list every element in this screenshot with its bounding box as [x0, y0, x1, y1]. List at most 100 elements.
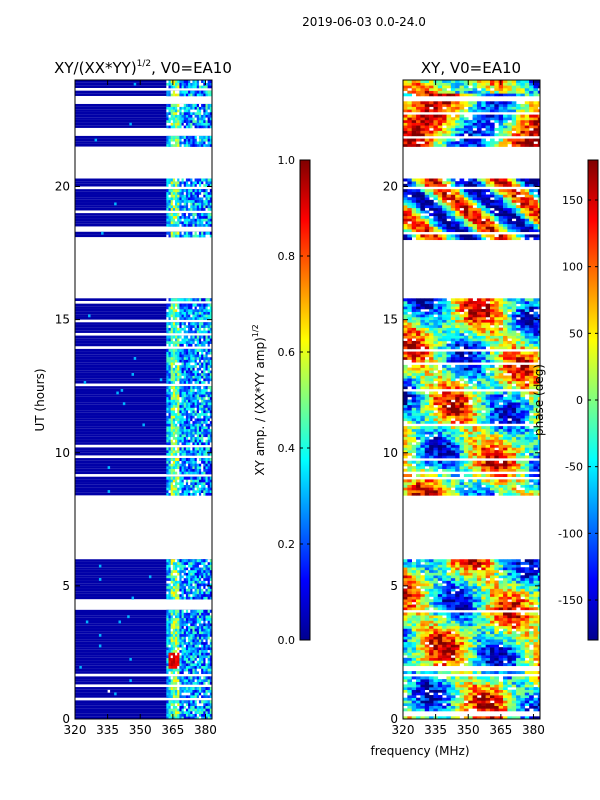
amplitude-cell: [177, 404, 180, 408]
amplitude-cell: [172, 615, 176, 619]
amplitude-cell: [177, 577, 180, 581]
amplitude-cell: [198, 354, 202, 358]
amplitude-cell: [205, 577, 208, 581]
phase-cell: [524, 625, 530, 629]
amplitude-cell: [172, 431, 176, 435]
amplitude-cell: [194, 306, 198, 310]
amplitude-cell: [192, 420, 195, 424]
amplitude-row: [75, 213, 212, 216]
phase-cell: [420, 695, 426, 698]
phase-cell: [529, 591, 534, 595]
amplitude-cell: [168, 194, 171, 198]
phase-cell: [420, 639, 426, 643]
amplitude-cell: [168, 135, 171, 139]
amplitude-cell: [175, 391, 178, 395]
phase-cell: [481, 617, 486, 621]
phase-cell: [511, 633, 517, 637]
amplitude-cell: [192, 404, 195, 408]
amplitude-cell: [203, 106, 206, 110]
amplitude-cell: [181, 354, 185, 358]
phase-cell: [442, 585, 447, 589]
amplitude-cell: [175, 593, 178, 597]
amplitude-cell: [192, 348, 195, 352]
phase-cell: [524, 593, 530, 597]
amplitude-cell: [166, 388, 169, 392]
amplitude-cell: [207, 223, 211, 227]
amplitude-cell: [188, 223, 191, 227]
phase-cell: [403, 596, 408, 600]
amplitude-cell: [179, 711, 182, 714]
amplitude-cell: [181, 561, 185, 565]
phase-cell: [446, 585, 452, 589]
amplitude-cell: [188, 615, 191, 619]
amplitude-cell: [185, 218, 189, 222]
amplitude-cell: [172, 303, 176, 307]
phase-cell: [507, 639, 513, 643]
amplitude-cell: [194, 311, 198, 315]
amplitude-cell: [196, 407, 200, 411]
amplitude-cell: [196, 394, 200, 398]
amplitude-cell: [196, 628, 200, 632]
amplitude-cell: [205, 487, 208, 491]
amplitude-cell: [198, 362, 202, 366]
amplitude-cell: [183, 380, 187, 384]
amplitude-cell: [190, 117, 193, 121]
amplitude-cell: [168, 213, 171, 217]
amplitude-cell: [175, 85, 178, 89]
amplitude-cell: [168, 375, 171, 379]
phase-cell: [485, 593, 491, 597]
amplitude-row: [75, 625, 212, 629]
amplitude-cell: [207, 386, 211, 390]
amplitude-cell: [201, 711, 204, 714]
amplitude-cell: [172, 114, 176, 118]
phase-cell: [463, 596, 469, 600]
amplitude-cell: [190, 311, 193, 315]
amplitude-cell: [207, 436, 211, 440]
amplitude-cell: [194, 354, 198, 358]
amplitude-cell: [185, 114, 189, 118]
amplitude-cell: [188, 372, 191, 376]
amplitude-cell: [172, 340, 176, 344]
phase-cell: [463, 572, 469, 576]
amplitude-cell: [194, 436, 198, 440]
phase-cell: [503, 577, 508, 581]
amplitude-cell: [196, 716, 200, 719]
amplitude-cell: [198, 615, 202, 619]
amplitude-cell: [201, 641, 204, 645]
amplitude-cell: [170, 636, 174, 640]
amplitude-cell: [194, 82, 198, 86]
amplitude-cell: [203, 583, 206, 587]
phase-cell: [524, 599, 530, 603]
amplitude-cell: [98, 644, 102, 648]
amplitude-cell: [201, 308, 204, 312]
amplitude-cell: [201, 410, 204, 414]
amplitude-row: [75, 644, 212, 648]
phase-cell: [433, 633, 439, 637]
amplitude-cell: [192, 138, 195, 142]
phase-cell: [450, 604, 456, 608]
amplitude-cell: [209, 676, 212, 680]
amplitude-cell: [175, 109, 178, 113]
phase-cell: [455, 604, 460, 608]
phase-cell: [494, 708, 499, 712]
amplitude-cell: [172, 362, 176, 366]
amplitude-cell: [179, 484, 182, 488]
amplitude-cell: [196, 625, 200, 629]
amplitude-row: [75, 692, 212, 696]
amplitude-cell: [168, 711, 171, 714]
phase-cell: [485, 681, 491, 685]
amplitude-cell: [198, 575, 202, 579]
amplitude-cell: [183, 386, 187, 390]
amplitude-cell: [185, 399, 189, 403]
amplitude-cell: [209, 306, 212, 310]
amplitude-cell: [172, 199, 176, 203]
amplitude-row: [75, 442, 212, 445]
amplitude-cell: [170, 117, 174, 121]
amplitude-cell: [194, 679, 198, 683]
amplitude-cell: [205, 663, 208, 667]
phase-cell: [468, 684, 473, 688]
amplitude-cell: [196, 463, 200, 467]
phase-cell: [407, 636, 412, 640]
amplitude-cell: [168, 372, 171, 376]
phase-cell: [516, 689, 521, 693]
